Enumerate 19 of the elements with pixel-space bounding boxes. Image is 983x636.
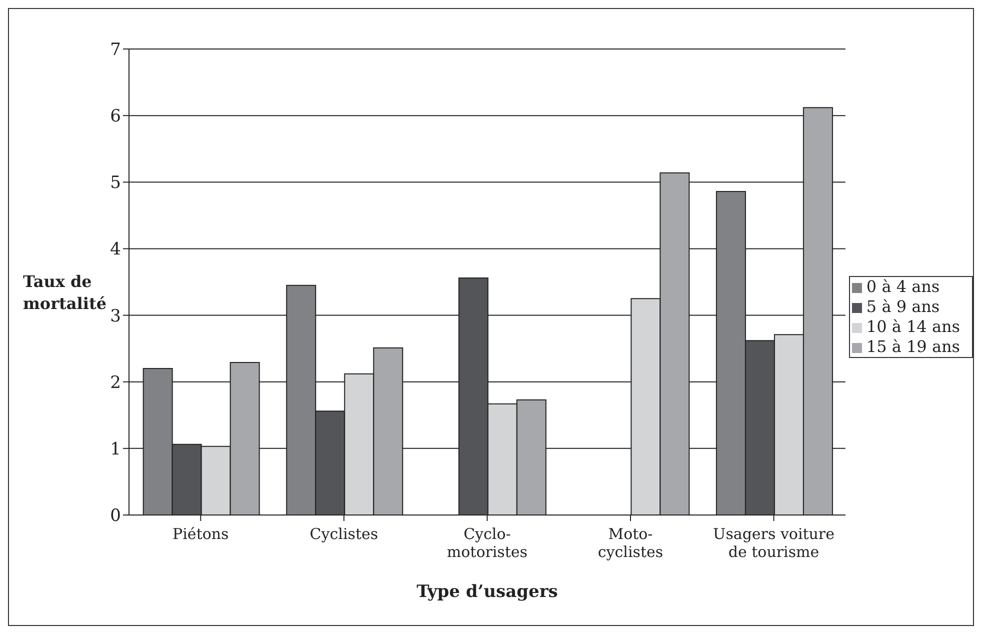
y-tick-label: 4: [110, 240, 121, 260]
x-tick-label: Piétons: [172, 525, 229, 543]
legend-label: 10 à 14 ans: [866, 317, 960, 336]
y-tick-label: 2: [110, 372, 121, 393]
y-tick-label: 0: [110, 506, 121, 526]
x-tick-label: Usagers voiture de tourisme: [713, 525, 835, 561]
legend-label: 5 à 9 ans: [866, 297, 940, 316]
x-tick-label: Cyclo- motoristes: [446, 525, 528, 561]
y-tick-label: 7: [110, 40, 121, 60]
y-tick-label: 5: [110, 173, 121, 194]
y-axis-title: Taux de mortalité: [23, 271, 107, 315]
legend-label: 15 à 19 ans: [866, 337, 960, 356]
y-tick-label: 3: [110, 306, 121, 326]
y-tick-label: 1: [110, 439, 121, 460]
x-axis-title: Type d’usagers: [416, 582, 558, 602]
x-tick-label: Moto- cyclistes: [598, 525, 664, 561]
legend-label: 0 à 4 ans: [866, 277, 940, 296]
x-tick-label: Cyclistes: [310, 525, 378, 543]
y-tick-label: 6: [110, 106, 121, 127]
